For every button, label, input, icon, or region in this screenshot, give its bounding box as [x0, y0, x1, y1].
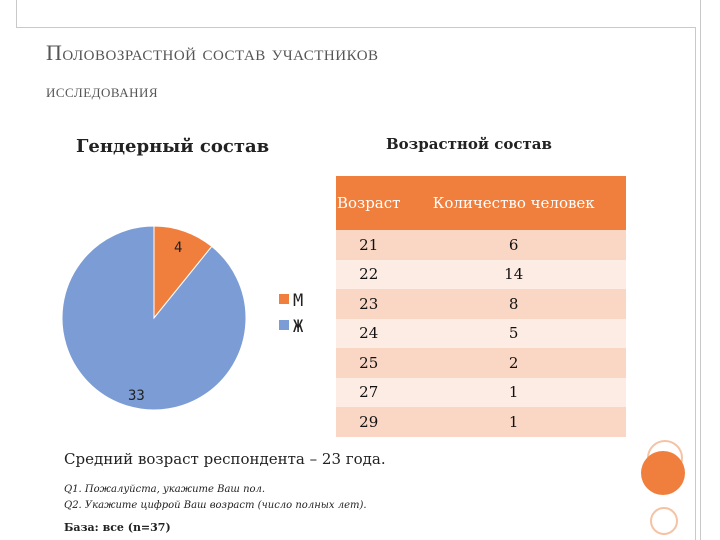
age-cell: 23 — [336, 289, 402, 319]
legend-swatch — [279, 320, 289, 330]
frame-line-top-h — [16, 27, 696, 28]
frame-line-right — [695, 27, 696, 540]
slide-title-line2: исследования — [46, 81, 159, 102]
pie-data-label: 4 — [174, 240, 182, 256]
age-cell: 29 — [336, 407, 402, 437]
legend-swatch — [279, 294, 289, 304]
table-row: 27 1 — [336, 377, 626, 407]
pie-data-label: 33 — [128, 388, 145, 404]
mean-age-text: Средний возраст респондента – 23 года. — [64, 450, 386, 468]
table-row: 29 1 — [336, 407, 626, 437]
age-cell: 25 — [336, 348, 402, 378]
frame-line-top — [16, 0, 17, 28]
sample-base-text: База: все (n=37) — [64, 521, 171, 534]
age-table: Возраст Количество человек 21 6 22 14 23… — [336, 176, 626, 437]
table-row: 21 6 — [336, 230, 626, 260]
age-column-header: Возраст — [336, 176, 402, 230]
legend-label: М — [293, 291, 303, 311]
question-note-q1: Q1. Пожалуйста, укажите Ваш пол. — [64, 484, 266, 495]
gender-pie-chart: 4 33 МЖ — [61, 225, 304, 411]
table-row: 25 2 — [336, 348, 626, 378]
gender-heading: Гендерный состав — [76, 136, 270, 157]
pie-slices — [61, 225, 247, 411]
age-heading: Возрастной состав — [386, 135, 552, 153]
question-note-q2: Q2. Укажите цифрой Ваш возраст (число по… — [64, 500, 367, 511]
count-cell: 6 — [401, 230, 626, 260]
table-row: 22 14 — [336, 259, 626, 289]
age-cell: 24 — [336, 318, 402, 348]
age-cell: 21 — [336, 230, 402, 260]
table-row: 23 8 — [336, 289, 626, 319]
age-table-header-row: Возраст Количество человек — [336, 176, 626, 230]
count-cell: 1 — [401, 377, 626, 407]
count-cell: 8 — [401, 289, 626, 319]
pie-labels: 4 33 — [128, 240, 182, 404]
pie-legend: МЖ — [279, 291, 304, 337]
count-cell: 2 — [401, 348, 626, 378]
count-column-header: Количество человек — [401, 176, 626, 230]
count-cell: 14 — [401, 259, 626, 289]
count-cell: 5 — [401, 318, 626, 348]
deco-circle-filled — [641, 451, 685, 495]
table-row: 24 5 — [336, 318, 626, 348]
pie-slice-female — [61, 225, 247, 411]
count-cell: 1 — [401, 407, 626, 437]
count-column-header-text: Количество человек — [432, 194, 595, 212]
age-cell: 27 — [336, 377, 402, 407]
slide-title-line1: Половозрастной состав участников — [46, 40, 379, 65]
legend-label: Ж — [293, 317, 304, 337]
deco-circle-bottom — [650, 507, 678, 535]
age-cell: 22 — [336, 259, 402, 289]
frame-line-right2 — [700, 0, 701, 540]
